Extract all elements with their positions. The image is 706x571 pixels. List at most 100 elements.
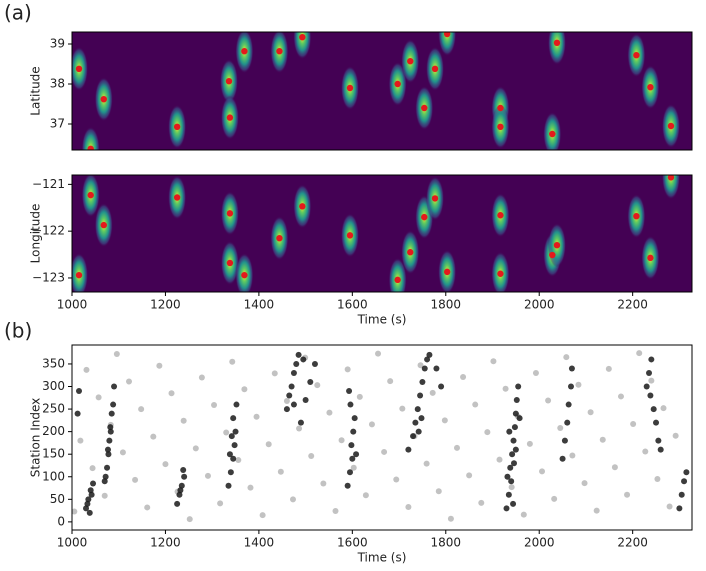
station-point [101, 492, 108, 499]
station-point [108, 410, 115, 417]
station-point [414, 406, 421, 413]
y-tick-label: 0 [57, 514, 65, 528]
heatmap-blob [547, 32, 566, 65]
event-point [421, 104, 428, 112]
station-point [88, 491, 95, 498]
station-point [198, 374, 205, 381]
event-point [394, 80, 401, 88]
station-point [297, 419, 304, 426]
station-point [648, 377, 655, 384]
station-point [605, 365, 612, 372]
station-point [593, 507, 600, 514]
station-point [192, 445, 199, 452]
y-tick-label: 300 [42, 379, 65, 393]
y-axis-label: Longitude [29, 204, 43, 264]
event-point [443, 268, 451, 276]
station-point [277, 468, 284, 475]
station-point [415, 428, 422, 435]
station-point [111, 383, 118, 390]
plot-area [72, 32, 692, 150]
station-point [347, 401, 354, 408]
event-point [633, 212, 640, 220]
station-point [227, 469, 234, 476]
station-point [424, 356, 431, 363]
x-tick-label: 1400 [244, 298, 275, 312]
station-point [654, 476, 661, 483]
x-tick-label: 2000 [524, 298, 555, 312]
station-point [683, 469, 690, 476]
x-axis-label: Time (s) [357, 313, 407, 327]
station-point [381, 448, 388, 455]
station-point [180, 466, 187, 473]
station-point [418, 415, 425, 422]
station-point [85, 496, 92, 503]
y-tick-label: −122 [32, 224, 65, 238]
station-point [232, 428, 239, 435]
x-tick-label: 2200 [617, 536, 648, 550]
station-point [515, 383, 522, 390]
station-point [351, 415, 358, 422]
station-point [132, 476, 139, 483]
heatmap-background [72, 32, 692, 150]
station-point [176, 491, 183, 498]
station-point [349, 455, 356, 462]
y-tick-label: 150 [42, 447, 65, 461]
station-point [362, 492, 369, 499]
station-point [350, 428, 357, 435]
station-point [666, 503, 673, 510]
station-point [235, 457, 242, 464]
station-point [559, 455, 566, 462]
station-point [512, 446, 519, 453]
station-point [307, 379, 314, 385]
plot-background [72, 345, 692, 530]
station-point [587, 409, 594, 416]
station-point [567, 383, 574, 390]
x-tick-label: 1000 [57, 298, 88, 312]
station-point [646, 369, 653, 376]
event-point [299, 34, 306, 41]
heatmap-background [72, 175, 692, 292]
station-point [89, 465, 96, 472]
event-point [226, 114, 234, 121]
event-point [431, 195, 439, 202]
station-point [290, 369, 297, 376]
station-point [678, 491, 685, 498]
event-point [276, 234, 283, 242]
station-point [506, 428, 513, 435]
station-point [447, 515, 454, 522]
station-point [564, 419, 571, 426]
station-point [512, 410, 519, 417]
station-point [557, 425, 564, 432]
event-point [173, 194, 181, 201]
station-point [539, 468, 546, 475]
station-point [83, 505, 90, 512]
station-point [563, 354, 570, 361]
station-point [532, 369, 539, 376]
station-point [105, 451, 112, 458]
station-point [508, 484, 515, 491]
station-point [405, 446, 412, 453]
station-point [286, 392, 293, 399]
station-point [575, 381, 582, 388]
event-point [549, 130, 556, 138]
station-point [180, 417, 187, 424]
station-point [311, 360, 318, 367]
station-point [230, 415, 237, 422]
station-point [126, 378, 133, 385]
heatmap-blob [81, 126, 100, 150]
station-point [346, 388, 353, 395]
station-point [247, 484, 254, 491]
station-point [423, 460, 430, 467]
station-point [636, 350, 643, 357]
station-point [504, 473, 511, 480]
station-point [104, 446, 111, 453]
station-point [344, 366, 351, 373]
x-tick-label: 2000 [524, 536, 555, 550]
station-point [472, 401, 479, 408]
station-point [76, 388, 83, 395]
plot-area [72, 175, 692, 292]
station-point [405, 503, 412, 510]
station-point [672, 432, 679, 439]
station-point [490, 358, 497, 365]
station-point [508, 478, 515, 485]
